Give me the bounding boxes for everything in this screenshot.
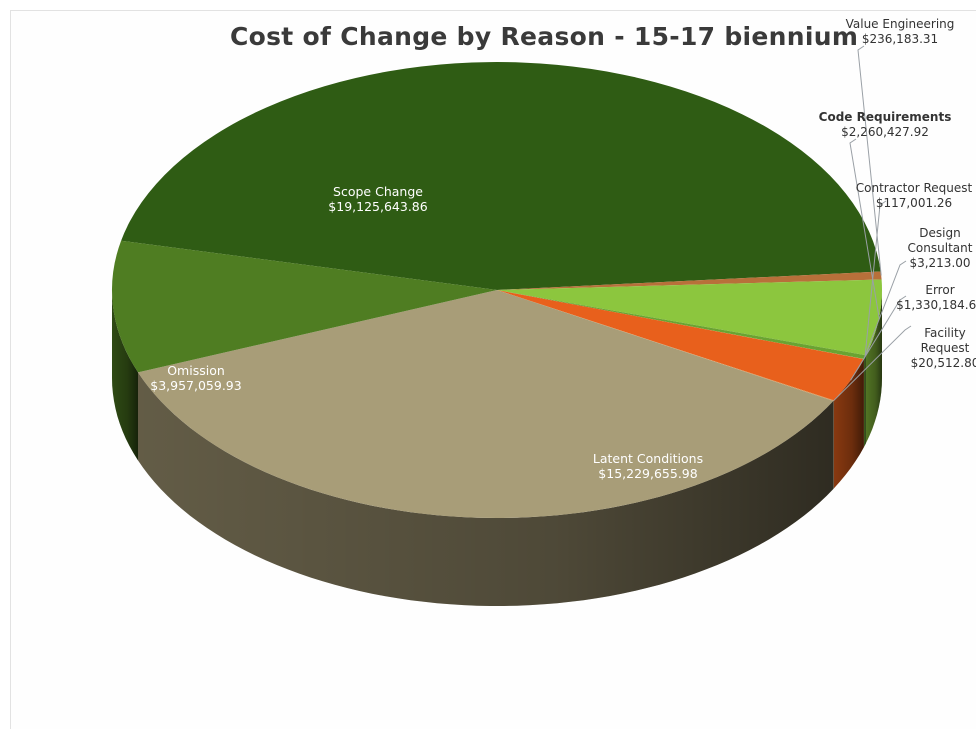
slice-label-error: Error$1,330,184.63 xyxy=(896,283,976,312)
slice-label-value-engineering: Value Engineering$236,183.31 xyxy=(846,17,955,46)
slice-label-latent-conditions: Latent Conditions$15,229,655.98 xyxy=(593,451,703,481)
slice-label-code-requirements: Code Requirements$2,260,427.92 xyxy=(819,110,952,139)
pie-side-shade-facility-request xyxy=(833,400,834,489)
slice-label-scope-change: Scope Change$19,125,643.86 xyxy=(328,184,427,214)
